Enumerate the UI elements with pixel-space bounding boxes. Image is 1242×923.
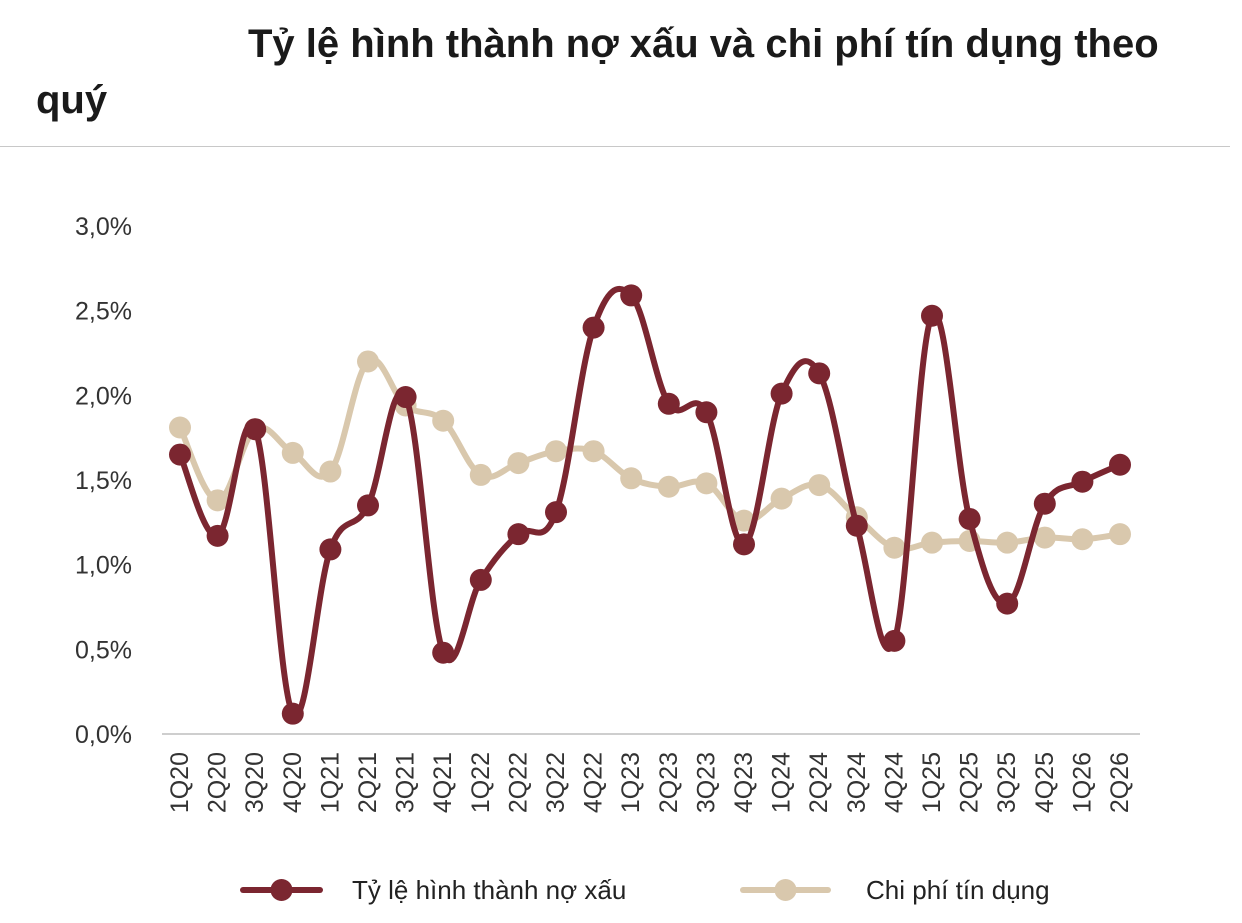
x-tick-label: 2Q25 bbox=[956, 752, 984, 813]
x-tick-label: 3Q21 bbox=[392, 752, 420, 813]
chart-title-line1: Tỷ lệ hình thành nợ xấu và chi phí tín d… bbox=[248, 22, 1159, 66]
title-divider bbox=[0, 146, 1230, 147]
x-tick-label: 3Q25 bbox=[993, 752, 1021, 813]
data-point bbox=[695, 401, 718, 424]
y-tick-label: 0,5% bbox=[75, 636, 132, 664]
data-point bbox=[808, 362, 831, 385]
legend-swatch-marker bbox=[774, 879, 797, 901]
y-tick-label: 0,0% bbox=[75, 721, 132, 749]
data-point bbox=[394, 386, 417, 409]
data-point bbox=[319, 538, 342, 561]
data-point bbox=[620, 467, 643, 490]
data-point bbox=[507, 452, 530, 475]
data-point bbox=[770, 382, 793, 405]
data-point bbox=[1033, 526, 1056, 549]
data-point bbox=[169, 443, 191, 466]
data-point bbox=[657, 475, 680, 498]
x-tick-label: 3Q23 bbox=[692, 752, 720, 813]
x-tick-label: 1Q22 bbox=[467, 752, 495, 813]
x-tick-label: 2Q20 bbox=[204, 752, 232, 813]
data-point bbox=[770, 487, 793, 510]
data-point bbox=[733, 509, 755, 532]
x-tick-label: 2Q26 bbox=[1106, 752, 1134, 813]
data-point bbox=[357, 350, 379, 373]
x-tick-label: 1Q24 bbox=[768, 752, 796, 813]
data-point bbox=[244, 418, 267, 441]
x-tick-label: 1Q21 bbox=[316, 752, 344, 813]
data-point bbox=[1033, 492, 1056, 515]
data-point bbox=[958, 507, 981, 530]
data-point bbox=[582, 316, 605, 339]
data-point bbox=[206, 489, 229, 512]
data-point bbox=[808, 474, 831, 497]
y-tick-label: 1,5% bbox=[75, 467, 132, 495]
x-tick-label: 3Q24 bbox=[843, 752, 871, 813]
x-tick-label: 3Q20 bbox=[241, 752, 269, 813]
x-tick-label: 4Q21 bbox=[429, 752, 457, 813]
data-point bbox=[657, 392, 680, 415]
data-point bbox=[996, 531, 1019, 554]
axis-layer: 0,0% 0,5% 1,0% 1,5% 2,0% 2,5% 3,0% 1Q20 2Q20 3Q20… bbox=[75, 213, 1140, 813]
x-tick-label: 1Q25 bbox=[918, 752, 946, 813]
legend-swatch-marker bbox=[270, 879, 293, 901]
y-tick-label: 3,0% bbox=[75, 213, 132, 241]
x-tick-label: 4Q22 bbox=[580, 752, 608, 813]
legend-label: Tỷ lệ hình thành nợ xấu bbox=[352, 875, 626, 905]
data-point bbox=[695, 472, 718, 495]
x-tick-label: 4Q23 bbox=[730, 752, 758, 813]
data-point bbox=[1109, 523, 1131, 546]
data-point bbox=[469, 463, 492, 486]
series-line bbox=[177, 286, 1123, 719]
x-tick-label: 2Q23 bbox=[655, 752, 683, 813]
x-tick-label: 1Q26 bbox=[1068, 752, 1096, 813]
legend: Tỷ lệ hình thành nợ xấu Chi phí tín dụng bbox=[240, 875, 1050, 905]
data-point bbox=[883, 536, 906, 559]
data-point bbox=[432, 409, 455, 432]
data-point bbox=[996, 592, 1019, 615]
legend-label: Chi phí tín dụng bbox=[866, 875, 1050, 905]
series-layer bbox=[169, 284, 1131, 725]
data-point bbox=[620, 284, 643, 307]
legend-item: Chi phí tín dụng bbox=[740, 875, 1050, 905]
data-point bbox=[582, 440, 605, 463]
data-point bbox=[169, 416, 191, 439]
legend-item: Tỷ lệ hình thành nợ xấu bbox=[240, 875, 626, 905]
x-tick-label: 2Q21 bbox=[354, 752, 382, 813]
data-point bbox=[1109, 453, 1131, 476]
data-point bbox=[545, 440, 567, 463]
data-point bbox=[921, 304, 943, 327]
series-0 bbox=[169, 284, 1131, 725]
y-tick-label: 2,0% bbox=[75, 382, 132, 410]
x-tick-label: 4Q24 bbox=[880, 752, 908, 813]
data-point bbox=[921, 531, 943, 554]
data-point bbox=[319, 460, 342, 483]
x-tick-label: 1Q20 bbox=[166, 752, 194, 813]
data-point bbox=[281, 441, 304, 464]
x-tick-label: 4Q25 bbox=[1031, 752, 1059, 813]
chart-title-line2: quý bbox=[36, 78, 108, 122]
y-tick-label: 1,0% bbox=[75, 552, 132, 580]
data-point bbox=[883, 629, 906, 652]
x-tick-label: 4Q20 bbox=[279, 752, 307, 813]
data-point bbox=[432, 641, 455, 664]
data-point bbox=[1071, 528, 1094, 551]
data-point bbox=[733, 533, 755, 556]
y-tick-label: 2,5% bbox=[75, 298, 132, 326]
x-tick-label: 2Q22 bbox=[504, 752, 532, 813]
data-point bbox=[469, 568, 492, 591]
data-point bbox=[1071, 470, 1094, 493]
data-point bbox=[507, 523, 530, 546]
data-point bbox=[545, 501, 567, 524]
data-point bbox=[281, 702, 304, 725]
x-tick-label: 1Q23 bbox=[617, 752, 645, 813]
x-tick-label: 3Q22 bbox=[542, 752, 570, 813]
data-point bbox=[357, 494, 379, 517]
x-tick-label: 2Q24 bbox=[805, 752, 833, 813]
data-point bbox=[206, 524, 229, 547]
series-1 bbox=[169, 350, 1131, 559]
data-point bbox=[845, 514, 868, 537]
